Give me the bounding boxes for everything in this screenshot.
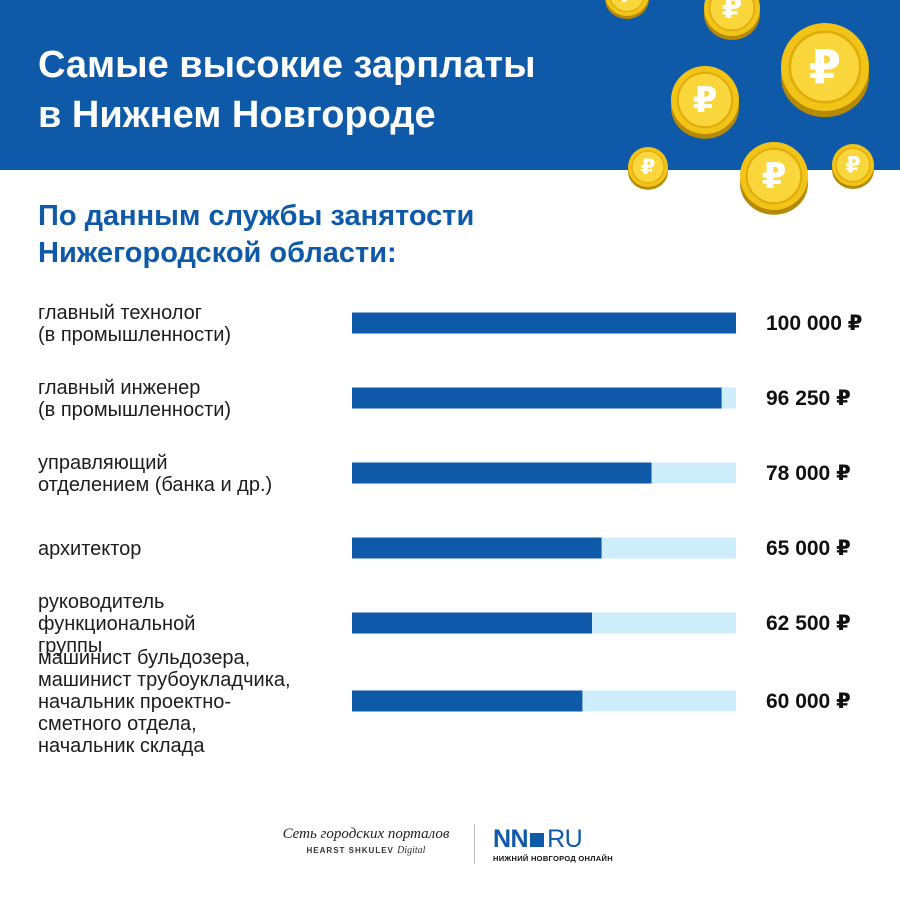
footer-network-logo: Сеть городских порталов HEARST SHKULEV D… [276, 826, 456, 856]
page-title: Самые высокие зарплаты в Нижнем Новгород… [38, 40, 536, 140]
category-label-line: группы [38, 635, 102, 657]
ruble-coin-icon: ₽ [781, 23, 869, 118]
footer-hearst-text: HEARST SHKULEV Digital [276, 845, 456, 856]
chart-subtitle: По данным службы занятости Нижегородской… [38, 198, 474, 272]
category-label-line: (в промышленности) [38, 324, 231, 346]
value-label: 62 500 ₽ [766, 612, 851, 635]
bar [352, 462, 652, 484]
value-label: 96 250 ₽ [766, 387, 851, 410]
category-label-line: управляющий [38, 452, 168, 474]
salary-bar-chart: 100 000 ₽главный технолог (в промышленнос… [38, 302, 862, 757]
logo-nn: NN [493, 825, 529, 853]
value-label: 78 000 ₽ [766, 462, 851, 485]
title-line-2: в Нижнем Новгороде [38, 94, 436, 136]
category-label-line: главный технолог [38, 302, 202, 324]
logo-square-icon [530, 832, 545, 847]
value-label: 60 000 ₽ [766, 690, 851, 713]
value-label: 100 000 ₽ [766, 312, 862, 335]
logo-subtitle: НИЖНИЙ НОВГОРОД ОНЛАЙН [493, 854, 613, 863]
category-label-line: отделением (банка и др.) [38, 474, 272, 496]
footer-hearst-name: HEARST SHKULEV [306, 846, 394, 855]
footer-portal-text: Сеть городских порталов [282, 826, 450, 842]
category-label-line: сметного отдела, [38, 713, 197, 735]
category-label: машинист бульдозера, машинист трубоукладч… [38, 647, 291, 757]
category-label: архитектор [38, 538, 141, 560]
coins-decoration: ₽ ₽ ₽ ₽ [605, 0, 869, 139]
svg-text:₽: ₽ [693, 80, 718, 121]
bar [352, 537, 602, 559]
value-label: 65 000 ₽ [766, 537, 851, 560]
category-label: руководитель функциональной группы [38, 591, 195, 657]
bar [352, 690, 583, 712]
nn-ru-logo: NN RU НИЖНИЙ НОВГОРОД ОНЛАЙН [493, 826, 613, 863]
category-label: главный технолог (в промышленности) [38, 302, 231, 346]
bar [352, 387, 722, 409]
category-label-line: машинист трубоукладчика, [38, 669, 291, 691]
logo-ru: RU [547, 825, 583, 853]
category-label-line: руководитель [38, 591, 164, 613]
subtitle-line-1: По данным службы занятости [38, 200, 475, 232]
category-label-line: машинист бульдозера, [38, 647, 250, 669]
subtitle-line-2: Нижегородской области: [38, 237, 397, 269]
category-label-line: главный инженер [38, 377, 200, 399]
nn-ru-logo-mark: NN RU [493, 826, 613, 852]
category-label-line: архитектор [38, 538, 141, 560]
title-line-1: Самые высокие зарплаты [38, 44, 536, 86]
category-label-line: (в промышленности) [38, 399, 231, 421]
ruble-coin-icon: ₽ [671, 66, 739, 139]
svg-text:₽: ₽ [809, 40, 841, 94]
bar [352, 612, 592, 634]
footer-divider [474, 824, 475, 864]
footer-hearst-digital: Digital [397, 845, 426, 856]
svg-text:₽: ₽ [619, 0, 635, 8]
category-label: управляющий отделением (банка и др.) [38, 452, 272, 496]
category-label-line: начальник склада [38, 735, 205, 757]
ruble-coin-icon: ₽ [704, 0, 760, 40]
header-banner: Самые высокие зарплаты в Нижнем Новгород… [0, 0, 900, 170]
bar [352, 312, 736, 334]
category-label-line: начальник проектно- [38, 691, 231, 713]
category-label-line: функциональной [38, 613, 195, 635]
category-label: главный инженер (в промышленности) [38, 377, 231, 421]
ruble-coin-icon: ₽ [605, 0, 649, 20]
svg-text:₽: ₽ [722, 0, 742, 25]
